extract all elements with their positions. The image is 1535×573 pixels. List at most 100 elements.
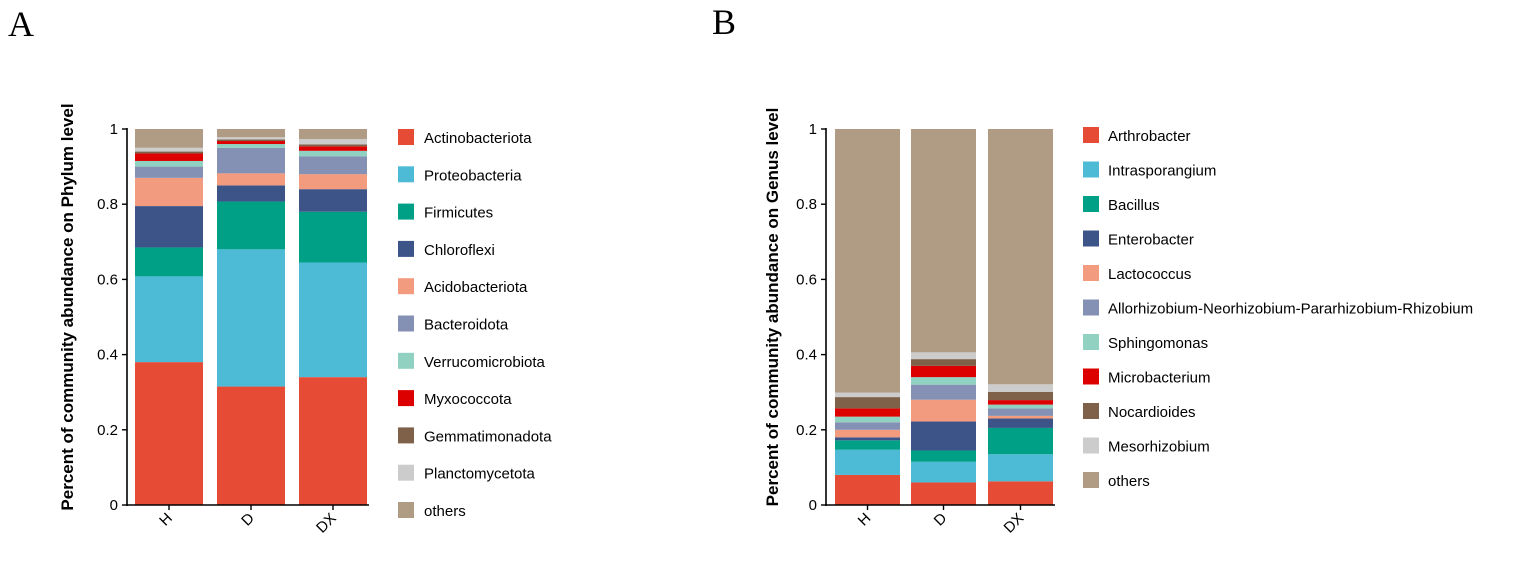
chart2-y-tick-label: 1 xyxy=(809,121,817,138)
chart1-bar-d-acidobacteriota xyxy=(217,173,285,186)
chart1-bar-h-bacteroidota xyxy=(135,166,203,178)
chart1-y-tick-label: 0.6 xyxy=(97,271,118,288)
chart1-y-tick-label: 0.8 xyxy=(97,196,118,213)
chart1-x-tick-label-h: H xyxy=(156,510,176,530)
chart1-bar-dx-acidobacteriota xyxy=(299,174,367,190)
chart1-bar-dx-firmicutes xyxy=(299,211,367,263)
chart2-y-tick-label: 0 xyxy=(809,497,817,514)
chart1-x-tick-label-d: D xyxy=(238,510,258,530)
chart1-bar-d-verrucomicrobiota xyxy=(217,144,285,148)
chart2-legend-label-enterobacter: Enterobacter xyxy=(1108,232,1194,249)
chart2-bar-dx-bacillus xyxy=(988,427,1053,455)
chart1-y-tick-label: 1 xyxy=(110,121,118,138)
chart2-legend-swatch-arthrobacter xyxy=(1083,127,1099,143)
chart1-bar-d-proteobacteria xyxy=(217,249,285,387)
chart2-bar-h-microbacterium xyxy=(835,408,900,417)
chart1-panel-label: A xyxy=(8,4,34,44)
chart1-bar-dx-chloroflexi xyxy=(299,189,367,212)
chart2-legend-label-allorhizobium-neorhizobium-pararhizobium-rhizobium: Allorhizobium-Neorhizobium-Pararhizobium… xyxy=(1108,301,1473,318)
chart2-bar-d-nocardioides xyxy=(911,359,976,366)
chart1-legend-label-gemmatimonadota: Gemmatimonadota xyxy=(424,428,552,445)
chart1-legend-swatch-chloroflexi xyxy=(398,240,414,257)
chart1-bar-h-proteobacteria xyxy=(135,276,203,363)
chart1-legend-swatch-others xyxy=(398,502,414,518)
chart2-legend-swatch-sphingomonas xyxy=(1083,334,1099,350)
chart2-panel-label: B xyxy=(712,2,736,42)
chart2-legend-swatch-microbacterium xyxy=(1083,368,1099,385)
chart1-bar-d-chloroflexi xyxy=(217,185,285,202)
chart1-bar-d-gemmatimonadota xyxy=(217,139,285,142)
chart1-bar-d-firmicutes xyxy=(217,201,285,250)
chart2-bar-dx-nocardioides xyxy=(988,391,1053,401)
chart2-bar-d-mesorhizobium xyxy=(911,352,976,360)
chart2-legend-swatch-bacillus xyxy=(1083,196,1099,212)
chart2-bar-h-bacillus xyxy=(835,440,900,450)
chart2-legend-label-microbacterium: Microbacterium xyxy=(1108,370,1211,387)
chart1-bar-d-actinobacteriota xyxy=(217,386,285,505)
chart2-legend-label-arthrobacter: Arthrobacter xyxy=(1108,128,1191,145)
chart1-y-axis-title: Percent of community abundance on Phylum… xyxy=(58,103,77,510)
chart1-legend-swatch-planctomycetota xyxy=(398,464,414,481)
chart1-bar-dx-proteobacteria xyxy=(299,262,367,378)
chart2-x-tick-label-d: D xyxy=(931,510,951,530)
chart1-bar-h-chloroflexi xyxy=(135,206,203,248)
chart1-y-tick-label: 0.2 xyxy=(97,422,118,439)
chart2-bar-d-microbacterium xyxy=(911,365,976,378)
chart1-bar-h-others xyxy=(135,129,203,148)
chart2-bar-d-lactococcus xyxy=(911,399,976,422)
chart1-legend-swatch-myxococcota xyxy=(398,390,414,407)
chart2-legend-swatch-intrasporangium xyxy=(1083,161,1099,178)
chart2-bar-d-arthrobacter xyxy=(911,482,976,505)
chart1-legend-swatch-actinobacteriota xyxy=(398,129,414,145)
chart1-bar-h-actinobacteriota xyxy=(135,362,203,505)
chart1-bar-h-firmicutes xyxy=(135,247,203,277)
chart2-bar-d-intrasporangium xyxy=(911,461,976,483)
chart1-bar-dx-others xyxy=(299,129,367,140)
chart2-legend-label-others: others xyxy=(1108,473,1150,490)
chart2-legend-swatch-others xyxy=(1083,472,1099,488)
chart2-legend-label-mesorhizobium: Mesorhizobium xyxy=(1108,439,1210,456)
chart1-bar-h-verrucomicrobiota xyxy=(135,160,203,167)
chart1-bar-dx-actinobacteriota xyxy=(299,377,367,505)
chart2-bar-d-allorhizobium-neorhizobium-pararhizobium-rhizobium xyxy=(911,384,976,400)
chart1-bar-d-planctomycetota xyxy=(217,137,285,140)
chart1-bar-dx-myxococcota xyxy=(299,146,367,151)
chart1-legend-label-acidobacteriota: Acidobacteriota xyxy=(424,279,528,296)
chart2-bar-dx-sphingomonas xyxy=(988,404,1053,409)
chart2-bar-dx-lactococcus xyxy=(988,415,1053,419)
chart2-bar-h-lactococcus xyxy=(835,429,900,438)
chart1-legend-swatch-bacteroidota xyxy=(398,315,414,332)
chart1-legend-label-actinobacteriota: Actinobacteriota xyxy=(424,130,532,147)
chart1-legend-label-planctomycetota: Planctomycetota xyxy=(424,466,536,483)
chart1-bar-dx-gemmatimonadota xyxy=(299,144,367,147)
chart2-bar-h-enterobacter xyxy=(835,437,900,441)
chart2-bar-h-mesorhizobium xyxy=(835,392,900,398)
chart1-legend-swatch-firmicutes xyxy=(398,203,414,220)
chart2-y-axis-title: Percent of community abundance on Genus … xyxy=(763,108,782,507)
chart2-legend-label-nocardioides: Nocardioides xyxy=(1108,404,1196,421)
chart2-bar-d-enterobacter xyxy=(911,421,976,451)
chart1-legend-swatch-proteobacteria xyxy=(398,166,414,183)
chart2-legend-swatch-enterobacter xyxy=(1083,230,1099,247)
chart2-bar-h-sphingomonas xyxy=(835,416,900,423)
chart2-bar-dx-allorhizobium-neorhizobium-pararhizobium-rhizobium xyxy=(988,408,1053,416)
chart2-bar-h-others xyxy=(835,129,900,393)
chart2-bar-h-nocardioides xyxy=(835,397,900,409)
chart1-bar-d-bacteroidota xyxy=(217,147,285,174)
chart1-legend-label-firmicutes: Firmicutes xyxy=(424,205,493,222)
chart2-legend-label-intrasporangium: Intrasporangium xyxy=(1108,163,1216,180)
chart2-y-tick-label: 0.8 xyxy=(796,196,817,213)
chart2-bar-d-others xyxy=(911,129,976,353)
chart1-bar-h-gemmatimonadota xyxy=(135,151,203,154)
chart1-bar-d-myxococcota xyxy=(217,141,285,145)
chart1-bar-dx-verrucomicrobiota xyxy=(299,150,367,157)
chart2-bar-dx-mesorhizobium xyxy=(988,384,1053,392)
chart2-bar-dx-others xyxy=(988,129,1053,385)
chart1-legend-label-bacteroidota: Bacteroidota xyxy=(424,317,509,334)
chart2-bar-h-arthrobacter xyxy=(835,474,900,505)
chart2-y-tick-label: 0.2 xyxy=(796,422,817,439)
chart1-legend-swatch-verrucomicrobiota xyxy=(398,352,414,369)
chart2-legend-label-sphingomonas: Sphingomonas xyxy=(1108,335,1208,352)
chart1-y-tick-label: 0.4 xyxy=(97,347,118,364)
